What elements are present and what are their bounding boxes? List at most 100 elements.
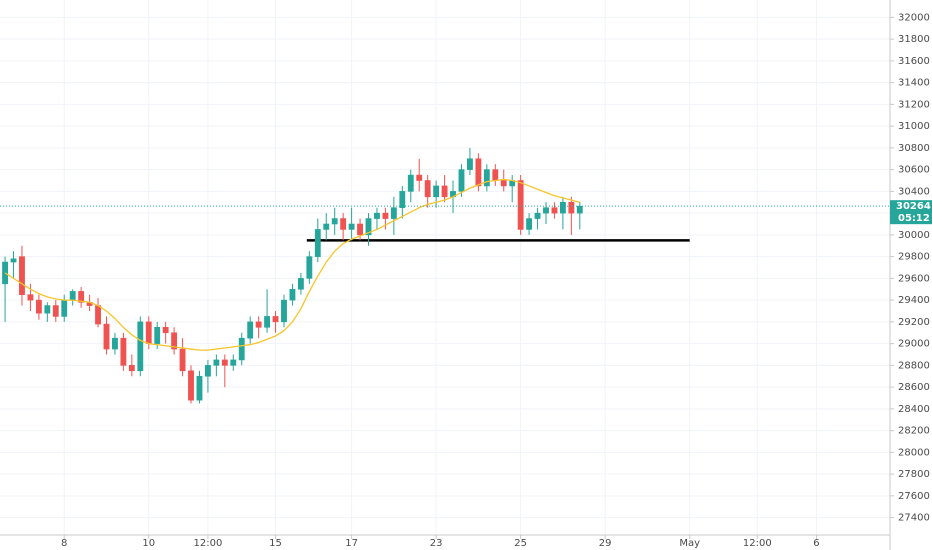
candle-body	[171, 332, 178, 350]
x-tick-label: 8	[61, 538, 67, 549]
last-price-box	[890, 200, 932, 225]
y-tick-label: 30600	[898, 165, 930, 176]
x-tick-label: 15	[269, 538, 282, 549]
y-tick-label: 30400	[898, 186, 930, 197]
candle-body	[382, 212, 389, 219]
y-tick-label: 31600	[898, 56, 930, 67]
candle-body	[272, 316, 279, 323]
candle-body	[526, 218, 533, 230]
candle-body	[205, 365, 211, 377]
candle-body	[103, 323, 110, 350]
candle-body	[534, 212, 541, 219]
y-tick-label: 29400	[898, 295, 930, 306]
candle-body	[120, 337, 127, 366]
candle-body	[475, 158, 482, 187]
candle-body	[289, 288, 296, 301]
candle-body	[374, 212, 380, 219]
candle-body	[407, 174, 414, 192]
y-tick-label: 30000	[898, 230, 930, 241]
candle-body	[492, 169, 499, 181]
y-tick-label: 29800	[898, 252, 930, 263]
candle-body	[281, 299, 287, 323]
candle-body	[551, 207, 558, 214]
y-tick-label: 27800	[898, 469, 930, 480]
candle-body	[179, 348, 186, 372]
candle-body	[112, 337, 118, 350]
y-tick-label: 28600	[898, 382, 930, 393]
countdown-label: 05:12	[898, 213, 930, 224]
candle-body	[221, 359, 228, 366]
candle-body	[188, 370, 194, 401]
candle-body	[348, 223, 355, 230]
y-tick-label: 28200	[898, 426, 930, 437]
y-tick-label: 27600	[898, 491, 930, 502]
x-tick-label: 6	[813, 538, 819, 549]
y-tick-label: 31200	[898, 99, 930, 110]
candle-body	[154, 327, 161, 344]
candle-body	[467, 158, 473, 170]
candle-body	[340, 218, 347, 230]
candle-body	[500, 180, 507, 187]
candle-body	[331, 218, 338, 225]
candle-body	[576, 205, 583, 214]
candle-body	[416, 174, 423, 181]
y-tick-label: 31400	[898, 78, 930, 89]
candle-body	[213, 359, 220, 366]
x-tick-label: 10	[142, 538, 155, 549]
candle-body	[399, 191, 406, 208]
candle-body	[19, 256, 25, 295]
y-tick-label: 30800	[898, 143, 930, 154]
candle-body	[162, 327, 169, 334]
y-tick-label: 31800	[898, 34, 930, 45]
y-tick-label: 28000	[898, 447, 930, 458]
candle-body	[44, 305, 51, 314]
candle-body	[458, 169, 465, 192]
y-tick-label: 28400	[898, 404, 930, 415]
candle-body	[559, 201, 566, 214]
x-tick-label: 17	[345, 538, 358, 549]
candle-body	[441, 185, 448, 198]
candle-body	[424, 180, 431, 198]
y-tick-label: 29000	[898, 339, 930, 350]
candle-body	[35, 299, 42, 314]
candle-body	[390, 207, 397, 219]
candle-body	[323, 223, 330, 230]
plot-area	[0, 147, 890, 404]
candle-body	[128, 365, 135, 372]
candle-body	[255, 321, 262, 328]
candle-body	[568, 201, 575, 214]
candle-body	[238, 337, 245, 361]
candle-body	[95, 305, 101, 325]
candle-body	[196, 375, 203, 401]
x-tick-label: 12:00	[743, 538, 772, 549]
candle-body	[306, 256, 313, 279]
candle-body	[433, 185, 440, 198]
x-tick-label: 12:00	[194, 538, 223, 549]
candle-body	[78, 291, 85, 303]
y-tick-label: 27400	[898, 513, 930, 524]
y-tick-label: 29600	[898, 273, 930, 284]
candle-body	[543, 207, 549, 214]
candle-body	[314, 229, 321, 257]
candle-body	[247, 321, 254, 339]
x-tick-label: 25	[514, 538, 527, 549]
candle-body	[517, 180, 524, 230]
y-tick-label: 31000	[898, 121, 930, 132]
candle-body	[10, 258, 17, 263]
candle-body	[365, 218, 372, 236]
y-tick-label: 29200	[898, 317, 930, 328]
x-tick-label: 23	[430, 538, 443, 549]
last-price-label: 30264	[896, 201, 931, 212]
candle-body	[69, 291, 76, 301]
candle-body	[52, 305, 59, 317]
candle-body	[264, 316, 271, 328]
x-tick-label: May	[679, 538, 700, 549]
y-tick-label: 28800	[898, 360, 930, 371]
candle-body	[483, 169, 490, 187]
axes: 27400 27600 27800 28000 28200 28400 28600 28800…	[61, 12, 932, 549]
candle-body	[137, 321, 144, 372]
x-tick-label: 29	[599, 538, 612, 549]
candle-body	[27, 294, 34, 301]
